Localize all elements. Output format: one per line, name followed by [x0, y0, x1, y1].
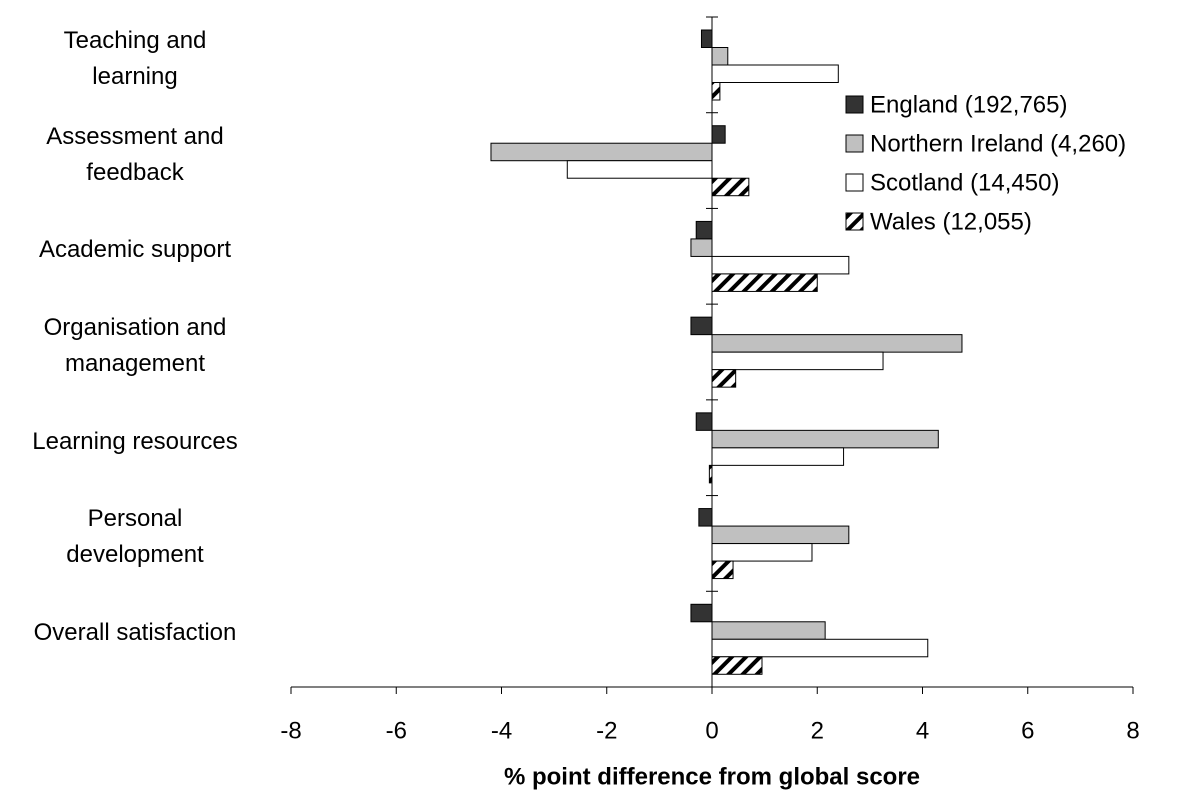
y-tick-label: Organisation and management	[43, 314, 227, 377]
bar	[711, 177, 750, 197]
bar	[711, 543, 813, 562]
bar	[711, 125, 726, 144]
x-tick-label: -2	[596, 717, 617, 744]
bar	[711, 82, 721, 101]
y-tick-label: Teaching and learning	[63, 26, 207, 90]
bar	[711, 273, 818, 292]
bar	[695, 412, 713, 431]
x-tick-label: 0	[705, 717, 718, 744]
x-tick-label: 6	[1021, 717, 1034, 744]
x-tick-label: 4	[916, 717, 929, 744]
x-tick-label: 8	[1126, 717, 1139, 744]
bar	[711, 525, 850, 545]
legend-label: Scotland (14,450)	[870, 169, 1059, 196]
bar	[711, 656, 763, 675]
x-tick-label: -6	[386, 717, 407, 744]
bar	[698, 508, 713, 527]
bar	[711, 429, 939, 449]
legend-label: Wales (12,055)	[870, 208, 1032, 235]
x-axis-title: % point difference from global score	[504, 763, 920, 790]
legend-swatch	[845, 173, 864, 192]
bar	[711, 621, 826, 640]
y-tick-label: Overall satisfaction	[33, 619, 237, 647]
y-tick-label: Learning resources	[32, 427, 238, 455]
x-tick-label: -8	[280, 717, 301, 744]
x-tick-label: 2	[811, 717, 824, 744]
bar	[690, 603, 713, 623]
bar	[690, 316, 713, 336]
bar	[711, 47, 729, 66]
bar	[700, 29, 713, 48]
legend-swatch	[845, 95, 864, 114]
bar	[711, 64, 839, 83]
bar	[711, 351, 884, 371]
legend-label: Northern Ireland (4,260)	[870, 130, 1126, 157]
bar	[566, 160, 713, 179]
bar	[711, 334, 963, 353]
bar	[490, 142, 713, 162]
bar	[711, 447, 845, 466]
bar	[711, 638, 929, 658]
y-tick-label: Assessment and feedback	[46, 122, 224, 186]
bar	[695, 220, 713, 240]
legend-swatch	[845, 212, 864, 231]
bar	[711, 369, 737, 388]
x-tick-label: -4	[491, 717, 512, 744]
legend-label: England (192,765)	[870, 91, 1067, 118]
bar	[690, 238, 713, 257]
y-tick-label: Personal development	[66, 505, 204, 569]
bar	[711, 255, 850, 275]
legend-swatch	[845, 134, 864, 153]
bar	[711, 560, 734, 580]
y-tick-label: Academic support	[38, 236, 232, 264]
